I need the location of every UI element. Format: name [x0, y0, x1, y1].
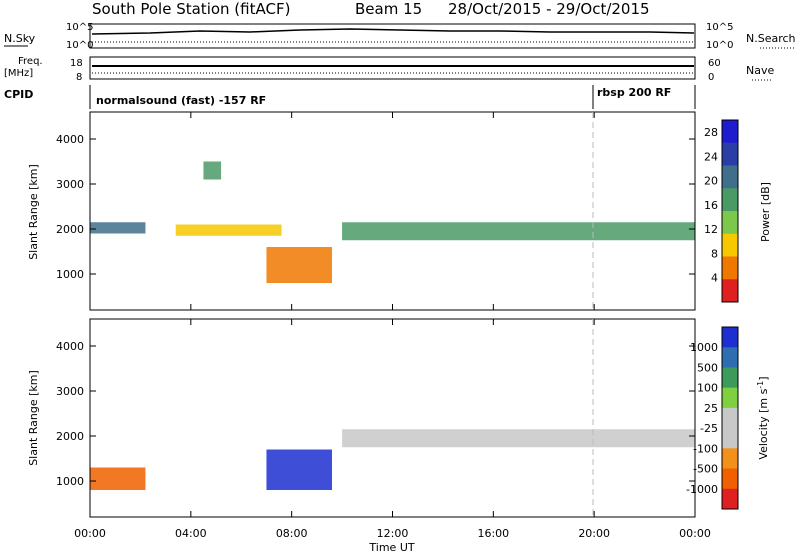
- velocity-y-ticks: 1000 2000 3000 4000: [56, 340, 695, 488]
- colorbar-tick-label: 1000: [690, 341, 718, 354]
- time-axis: 00:00 04:00 08:00 12:00 16:00 20:00 00:00: [74, 112, 711, 540]
- colorbar-tick-label: 25: [704, 402, 718, 415]
- noise-strip: N.Sky 10^5 10^0 10^5 10^0 N.Search: [4, 22, 796, 51]
- data-region: [203, 161, 222, 180]
- data-region: [266, 449, 332, 490]
- colorbar-segment: [722, 448, 738, 470]
- colorbar-segment: [722, 327, 738, 348]
- x-tick-label: 20:00: [578, 527, 610, 540]
- colorbar-frame: [721, 119, 739, 303]
- colorbar-segment: [722, 387, 738, 409]
- colorbar-tick-label: 100: [697, 382, 718, 395]
- colorbar-segment: [722, 188, 738, 212]
- cpid-program-2: rbsp 200 RF: [597, 86, 671, 99]
- data-region: [175, 224, 282, 236]
- x-tick-label: 16:00: [477, 527, 509, 540]
- y-tick-label: 3000: [56, 385, 84, 398]
- cpid-strip: CPID normalsound (fast) -157 RF rbsp 200…: [4, 85, 696, 109]
- x-tick-label: 04:00: [175, 527, 207, 540]
- data-region: [266, 247, 332, 283]
- y-tick-label: 2000: [56, 223, 84, 236]
- colorbar-segment: [722, 233, 738, 257]
- power-data: [90, 161, 695, 283]
- freq-unit: [MHz]: [4, 68, 33, 79]
- colorbar-segment: [722, 428, 738, 449]
- freq-strip: Freq. [MHz] 18 8 60 0 Nave: [4, 56, 774, 83]
- colorbar-tick-label: 500: [697, 361, 718, 374]
- cpid-program-1: normalsound (fast) -157 RF: [96, 94, 266, 107]
- colorbar-segment: [722, 468, 738, 490]
- velocity-ylabel: Slant Range [km]: [27, 370, 40, 466]
- y-tick-label: 3000: [56, 178, 84, 191]
- colorbar-segment: [722, 120, 738, 144]
- velocity-panel: 1000 2000 3000 4000 Slant Range [km] 1000 50…: [27, 318, 770, 518]
- colorbar-tick-label: 24: [704, 150, 718, 163]
- nsky-trace: [91, 28, 695, 35]
- colorbar-segment: [722, 407, 738, 429]
- y-tick-label: 1000: [56, 268, 84, 281]
- x-tick-label: 00:00: [679, 527, 711, 540]
- noise-top-tick-left: 10^5: [66, 22, 93, 33]
- power-colorbar-label: Power [dB]: [759, 182, 772, 242]
- x-axis-label: Time UT: [368, 541, 414, 554]
- noise-bottom-tick-left: 10^0: [66, 40, 93, 51]
- cpid-label: CPID: [4, 88, 33, 101]
- colorbar-segment: [722, 211, 738, 235]
- power-ylabel: Slant Range [km]: [27, 164, 40, 260]
- colorbar-tick-label: 12: [704, 223, 718, 236]
- nsky-label: N.Sky: [4, 32, 36, 45]
- freq-tick-top: 18: [70, 58, 83, 69]
- y-tick-label: 4000: [56, 133, 84, 146]
- colorbar-tick-label: -100: [693, 442, 718, 455]
- data-region: [342, 429, 695, 448]
- velocity-data: [90, 429, 695, 490]
- nave-tick-bottom: 0: [708, 72, 714, 83]
- colorbar-tick-label: -500: [693, 463, 718, 476]
- colorbar-tick-label: -1000: [686, 483, 718, 496]
- colorbar-tick-label: 20: [704, 175, 718, 188]
- data-region: [90, 467, 146, 490]
- colorbar-segment: [722, 279, 738, 303]
- x-tick-label: 12:00: [377, 527, 409, 540]
- colorbar-segment: [722, 347, 738, 368]
- colorbar-tick-label: 28: [704, 126, 718, 139]
- velocity-colorbar-label: Velocity [m s-1]: [756, 376, 770, 459]
- data-region: [90, 222, 146, 234]
- station-title: South Pole Station (fitACF): [92, 0, 290, 18]
- velocity-colorbar: 1000 500 100 25 -25 -100 -500 -1000: [686, 326, 739, 510]
- colorbar-segment: [722, 256, 738, 280]
- nave-tick-top: 60: [708, 58, 721, 69]
- colorbar-segment: [722, 165, 738, 189]
- colorbar-segment: [722, 488, 738, 510]
- beam-label: Beam 15: [355, 0, 422, 18]
- nsearch-label: N.Search: [746, 32, 796, 45]
- nave-label: Nave: [746, 64, 774, 77]
- colorbar-tick-label: 16: [704, 199, 718, 212]
- y-tick-label: 4000: [56, 340, 84, 353]
- y-tick-label: 1000: [56, 475, 84, 488]
- freq-tick-bottom: 8: [76, 72, 82, 83]
- noise-bottom-tick-right: 10^0: [706, 40, 733, 51]
- x-tick-label: 08:00: [276, 527, 308, 540]
- x-tick-label: 00:00: [74, 527, 106, 540]
- data-region: [342, 222, 695, 241]
- power-colorbar: 4 8 12 16 20 24 28: [704, 119, 739, 303]
- date-range: 28/Oct/2015 - 29/Oct/2015: [448, 0, 650, 18]
- colorbar-tick-label: -25: [700, 422, 718, 435]
- colorbar-tick-label: 4: [711, 272, 718, 285]
- colorbar-frame: [721, 326, 739, 510]
- colorbar-segment: [722, 142, 738, 166]
- noise-top-tick-right: 10^5: [706, 22, 733, 33]
- colorbar-tick-label: 8: [711, 247, 718, 260]
- power-panel: 1000 2000 3000 4000 Slant Range [km] 4 8 12 16…: [27, 111, 772, 311]
- y-tick-label: 2000: [56, 430, 84, 443]
- colorbar-segment: [722, 367, 738, 389]
- power-y-ticks: 1000 2000 3000 4000: [56, 133, 695, 281]
- freq-label: Freq.: [18, 56, 43, 67]
